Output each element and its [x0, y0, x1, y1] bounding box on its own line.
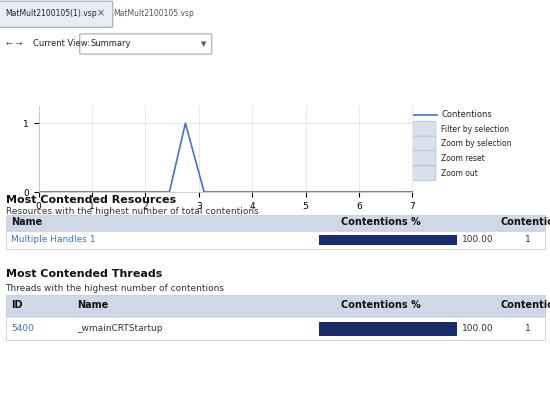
Text: Filter by selection: Filter by selection — [441, 125, 509, 134]
Bar — [6, 215, 544, 230]
Text: Resources with the highest number of total contentions: Resources with the highest number of tot… — [6, 207, 258, 216]
FancyBboxPatch shape — [0, 1, 113, 27]
Text: Current View:: Current View: — [33, 40, 90, 48]
Text: Contentions: Contentions — [500, 300, 550, 310]
Text: Summary: Summary — [91, 40, 131, 48]
Text: Name: Name — [77, 300, 108, 310]
Bar — [6, 231, 544, 248]
Bar — [319, 235, 456, 245]
Bar — [6, 294, 544, 316]
FancyBboxPatch shape — [411, 165, 436, 181]
FancyBboxPatch shape — [411, 122, 436, 137]
Text: Contentions %: Contentions % — [341, 300, 421, 310]
Text: 100.00: 100.00 — [462, 324, 494, 333]
Text: 5400: 5400 — [11, 324, 34, 333]
Text: Zoom out: Zoom out — [441, 168, 478, 178]
Text: Most Contended Resources: Most Contended Resources — [6, 194, 175, 204]
Text: _wmainCRTStartup: _wmainCRTStartup — [77, 324, 162, 333]
Text: Name: Name — [11, 217, 42, 227]
FancyBboxPatch shape — [411, 151, 436, 166]
Text: ▼: ▼ — [201, 41, 206, 47]
FancyBboxPatch shape — [80, 34, 212, 54]
Text: Concurrency Profiling Report: Concurrency Profiling Report — [6, 63, 254, 78]
X-axis label: Wall Clock Time (Seconds): Wall Clock Time (Seconds) — [161, 216, 290, 226]
Text: 100.00: 100.00 — [462, 235, 494, 244]
Text: Zoom by selection: Zoom by selection — [441, 139, 512, 148]
Text: Contentions %: Contentions % — [341, 217, 421, 227]
Text: ID: ID — [11, 300, 23, 310]
Text: Zoom reset: Zoom reset — [441, 154, 485, 163]
Text: MatMult2100105(1).vsp: MatMult2100105(1).vsp — [6, 9, 97, 18]
Text: Most Contended Threads: Most Contended Threads — [6, 268, 162, 278]
Text: Contentions: Contentions — [500, 217, 550, 227]
Text: Contentions: Contentions — [441, 110, 492, 119]
Bar — [6, 317, 544, 340]
Text: 1: 1 — [525, 324, 531, 333]
Text: 1 total contentions: 1 total contentions — [6, 87, 98, 97]
FancyBboxPatch shape — [411, 136, 436, 152]
Text: ← →: ← → — [6, 40, 22, 48]
Text: MatMult2100105.vsp: MatMult2100105.vsp — [113, 9, 194, 18]
Text: Threads with the highest number of contentions: Threads with the highest number of conte… — [6, 284, 224, 293]
Text: ×: × — [96, 8, 104, 18]
Bar — [319, 322, 456, 336]
Bar — [319, 235, 456, 245]
Text: Multiple Handles 1: Multiple Handles 1 — [11, 235, 96, 244]
Text: 1: 1 — [525, 235, 531, 244]
